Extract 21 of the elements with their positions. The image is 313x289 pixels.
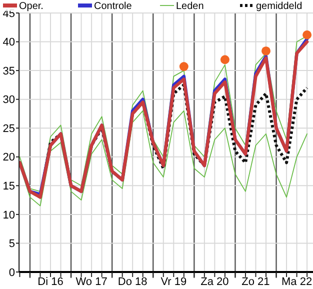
y-tick-label: 35 [2, 65, 15, 78]
y-tick-label: 25 [2, 122, 15, 135]
y-tick-label: 0 [8, 266, 15, 279]
y-tick-label: 30 [2, 94, 15, 106]
x-tick-label: Vr 19 [160, 276, 187, 288]
legend-label: gemiddeld [256, 1, 302, 12]
y-tick-label: 15 [2, 180, 15, 193]
x-tick-label: Wo 17 [76, 276, 108, 288]
y-tick-label: 10 [2, 209, 15, 222]
y-tick-label: 40 [2, 36, 15, 49]
legend-label: Oper. [19, 1, 44, 12]
x-tick-label: Do 18 [118, 276, 148, 288]
legend-label: Controle [94, 1, 132, 12]
x-tick-label: Za 20 [200, 276, 229, 288]
legend-label: Leden [176, 1, 204, 12]
y-tick-label: 5 [8, 238, 15, 250]
x-tick-label: Zo 21 [242, 276, 270, 288]
x-tick-label: Ma 22 [281, 276, 312, 288]
x-tick-label: Di 16 [38, 276, 64, 288]
y-tick-label: 20 [2, 152, 15, 164]
y-tick-label: 45 [2, 8, 15, 20]
